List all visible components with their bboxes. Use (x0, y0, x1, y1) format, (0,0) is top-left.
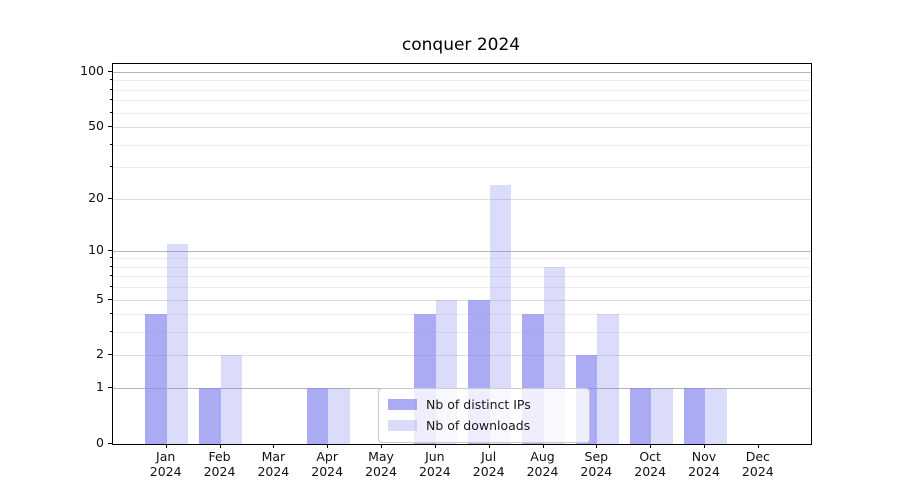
x-tick-label: Jul 2024 (472, 449, 505, 479)
gridline (113, 355, 811, 357)
x-tick-mark (757, 444, 759, 448)
gridline (113, 299, 811, 301)
bar-downloads-jul (489, 184, 512, 444)
gridline (113, 72, 811, 73)
x-tick-mark (488, 444, 490, 448)
y-tick-mark (108, 71, 112, 72)
bar-distinct-ips-apr (306, 388, 329, 444)
x-tick-mark (381, 444, 383, 448)
bar-distinct-ips-nov (683, 388, 705, 444)
minor-gridline (113, 100, 811, 102)
x-tick-label: Dec 2024 (741, 449, 774, 479)
y-tick-mark (108, 298, 112, 300)
legend: Nb of distinct IPs Nb of downloads (378, 388, 590, 443)
y-tick-label: 10 (88, 241, 104, 257)
x-tick-mark (165, 444, 167, 448)
bar-downloads-sep (597, 314, 619, 444)
y-tick-label: 5 (96, 290, 104, 306)
y-minor-tick-mark (109, 79, 112, 81)
y-minor-tick-mark (109, 331, 112, 333)
y-minor-tick-mark (109, 286, 112, 288)
y-tick-mark (108, 249, 112, 251)
bar-distinct-ips-feb (199, 388, 221, 444)
minor-gridline (113, 258, 811, 260)
legend-label: Nb of distinct IPs (426, 397, 531, 412)
y-minor-tick-mark (109, 257, 112, 259)
x-tick-label: Jun 2024 (418, 449, 451, 479)
bar-downloads-oct (651, 388, 673, 444)
y-tick-label: 2 (96, 346, 104, 362)
minor-gridline (113, 287, 811, 289)
legend-swatch-downloads (388, 420, 417, 431)
y-tick-mark (108, 443, 112, 444)
gridline (113, 198, 811, 200)
x-tick-mark (596, 444, 598, 448)
y-tick-label: 100 (80, 63, 104, 78)
minor-gridline (113, 266, 811, 268)
x-tick-label: Sep 2024 (580, 449, 613, 479)
minor-gridline (113, 332, 811, 334)
legend-label: Nb of downloads (426, 418, 531, 433)
x-tick-mark (434, 444, 436, 448)
y-tick-mark (108, 387, 112, 389)
bar-downloads-feb (220, 355, 243, 444)
y-tick-mark (108, 197, 112, 199)
y-minor-tick-mark (109, 265, 112, 267)
x-tick-label: Mar 2024 (257, 449, 290, 479)
gridline (113, 127, 811, 129)
bar-downloads-nov (705, 388, 727, 444)
minor-gridline (113, 144, 811, 146)
plot-area (112, 63, 812, 445)
bar-downloads-apr (328, 388, 350, 444)
chart-title: conquer 2024 (401, 35, 521, 55)
bar-downloads-jan (166, 243, 189, 444)
x-tick-label: Aug 2024 (526, 449, 559, 479)
y-tick-mark (108, 354, 112, 356)
x-tick-mark (327, 444, 329, 448)
minor-gridline (113, 314, 811, 316)
y-tick-label: 20 (88, 189, 104, 205)
y-minor-tick-mark (109, 111, 112, 113)
y-tick-label: 50 (88, 118, 104, 134)
y-minor-tick-mark (109, 275, 112, 277)
gridline (113, 250, 811, 252)
minor-gridline (113, 89, 811, 91)
minor-gridline (113, 80, 811, 82)
y-minor-tick-mark (109, 166, 112, 168)
y-minor-tick-mark (109, 88, 112, 90)
minor-gridline (113, 167, 811, 169)
minor-gridline (113, 276, 811, 278)
bar-distinct-ips-oct (629, 388, 652, 444)
minor-gridline (113, 112, 811, 114)
x-tick-label: May 2024 (365, 449, 397, 479)
y-minor-tick-mark (109, 143, 112, 145)
y-minor-tick-mark (109, 313, 112, 315)
x-tick-mark (542, 444, 544, 448)
x-tick-label: Jan 2024 (149, 449, 182, 479)
x-tick-label: Apr 2024 (311, 449, 344, 479)
x-tick-label: Oct 2024 (634, 449, 667, 479)
x-tick-label: Nov 2024 (688, 449, 720, 479)
x-tick-label: Feb 2024 (203, 449, 236, 479)
y-tick-label: 1 (96, 379, 104, 395)
legend-entry: Nb of distinct IPs (388, 394, 580, 415)
y-tick-mark (108, 126, 112, 128)
bar-distinct-ips-jan (145, 314, 167, 444)
x-tick-mark (704, 444, 705, 448)
x-tick-mark (273, 444, 275, 448)
x-tick-mark (650, 444, 652, 448)
legend-swatch-distinct-ips (388, 399, 417, 410)
legend-entry: Nb of downloads (388, 415, 580, 436)
x-tick-mark (219, 444, 221, 448)
y-minor-tick-mark (109, 99, 112, 101)
y-tick-label: 0 (96, 435, 104, 450)
